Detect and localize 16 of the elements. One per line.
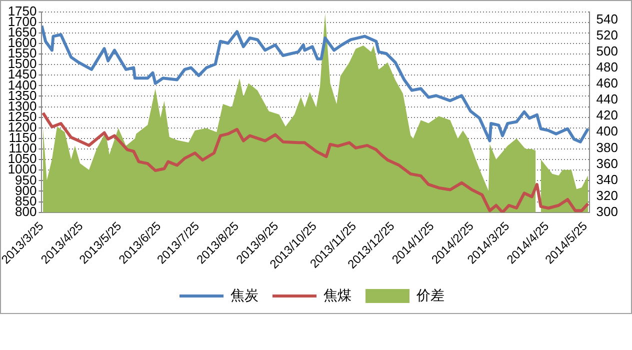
legend-label: 焦炭 [230,286,258,303]
y2-tick-label: 540 [596,11,618,26]
y2-tick-label: 440 [596,92,618,107]
y2-tick-label: 400 [596,124,618,139]
y2-tick-label: 460 [596,76,618,91]
y2-tick-label: 360 [596,156,618,171]
y2-tick-label: 520 [596,27,618,42]
y2-tick-label: 340 [596,172,618,187]
y2-tick-label: 420 [596,108,618,123]
y2-tick-label: 320 [596,188,618,203]
legend-label: 价差 [416,286,444,303]
legend-label: 焦煤 [324,286,352,303]
y2-tick-label: 380 [596,140,618,155]
y2-tick-label: 500 [596,43,618,58]
y2-tick-label: 480 [596,60,618,75]
y2-tick-label: 300 [596,204,618,219]
